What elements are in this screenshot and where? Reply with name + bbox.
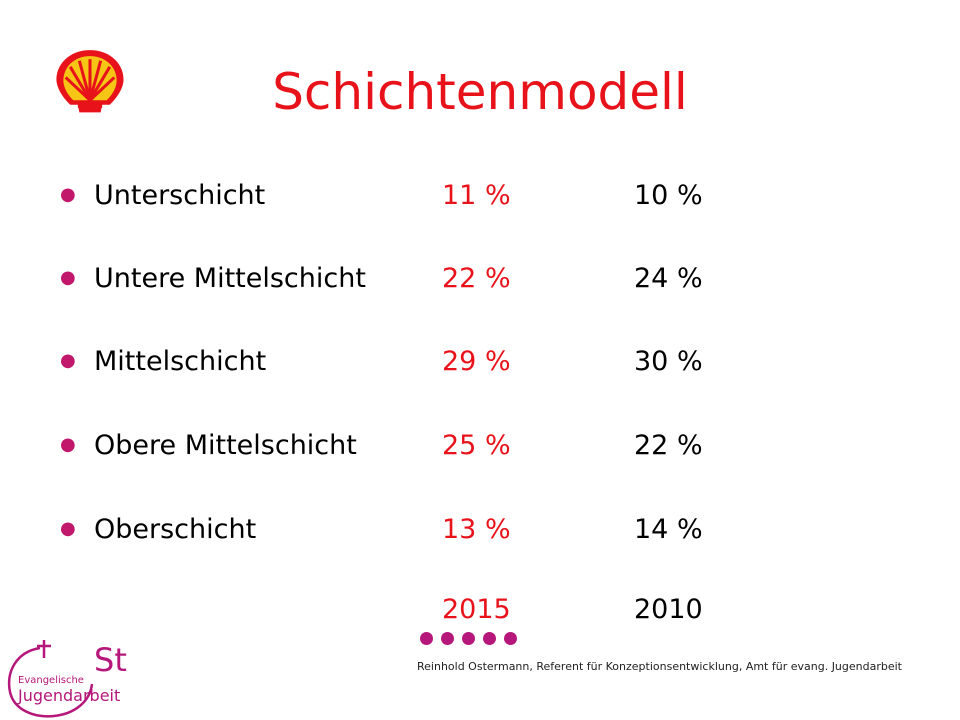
list-item: ● Unterschicht 11 % 10 % <box>60 176 760 216</box>
value-2015: 11 % <box>442 180 511 211</box>
dot-icon <box>462 632 475 645</box>
row-label: Unterschicht <box>94 180 266 211</box>
decorative-dots <box>420 630 525 646</box>
list-item: ● Mittelschicht 29 % 30 % <box>60 342 760 382</box>
bullet-icon: ● <box>60 184 76 205</box>
row-label: Mittelschicht <box>94 346 267 377</box>
evangelische-jugendarbeit-logo-icon <box>7 640 94 718</box>
value-2010: 22 % <box>634 430 703 461</box>
footer-credit: Reinhold Ostermann, Referent für Konzept… <box>417 660 902 673</box>
dot-icon <box>420 632 433 645</box>
dot-icon <box>483 632 496 645</box>
bullet-icon: ● <box>60 267 76 288</box>
row-label: Untere Mittelschicht <box>94 263 366 294</box>
list-item: ● Untere Mittelschicht 22 % 24 % <box>60 259 760 299</box>
ej-logo-text-small: Evangelische <box>18 675 84 686</box>
list-item: ● Obere Mittelschicht 25 % 22 % <box>60 426 760 466</box>
st-text: St <box>94 641 127 679</box>
value-2015: 13 % <box>442 514 511 545</box>
row-label: Obere Mittelschicht <box>94 430 357 461</box>
shell-logo-icon <box>56 50 124 113</box>
bullet-icon: ● <box>60 434 76 455</box>
slide-title: Schichtenmodell <box>272 63 688 121</box>
value-2010: 10 % <box>634 180 703 211</box>
bullet-icon: ● <box>60 350 76 371</box>
year-2010-label: 2010 <box>634 594 703 625</box>
year-2015-label: 2015 <box>442 594 511 625</box>
value-2010: 14 % <box>634 514 703 545</box>
dot-icon <box>441 632 454 645</box>
value-2015: 25 % <box>442 430 511 461</box>
row-label: Oberschicht <box>94 514 257 545</box>
value-2015: 29 % <box>442 346 511 377</box>
bullet-icon: ● <box>60 518 76 539</box>
ej-logo-text-big: Jugendarbeit <box>18 686 121 705</box>
list-item: ● Oberschicht 13 % 14 % <box>60 510 760 550</box>
value-2015: 22 % <box>442 263 511 294</box>
dot-icon <box>504 632 517 645</box>
value-2010: 30 % <box>634 346 703 377</box>
value-2010: 24 % <box>634 263 703 294</box>
ej-logo-text: Evangelische Jugendarbeit <box>18 676 120 704</box>
